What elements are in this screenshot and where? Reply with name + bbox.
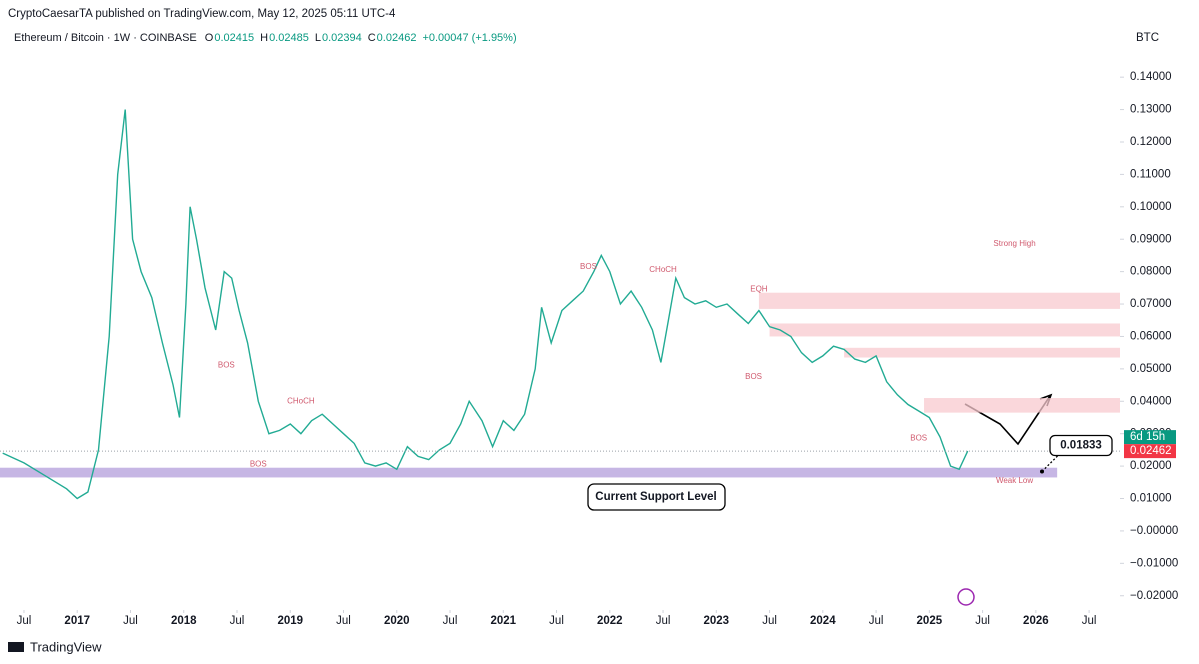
ohlc: H — [260, 32, 268, 44]
x-tick-label: Jul — [443, 615, 458, 627]
x-tick-label: Jul — [549, 615, 564, 627]
flash-icon — [957, 588, 975, 606]
annotation: CHoCH — [649, 265, 677, 274]
x-tick-label: Jul — [123, 615, 138, 627]
publisher: CryptoCaesarTA published on TradingView.… — [8, 8, 396, 20]
x-tick-label: 2022 — [597, 615, 623, 627]
x-tick-label: 2023 — [704, 615, 730, 627]
x-tick-label: 2018 — [171, 615, 197, 627]
callout-box — [1049, 434, 1113, 457]
y-tick-label: 0.05000 — [1130, 363, 1172, 375]
callout-dot — [1040, 469, 1044, 474]
y-tick-label: 0.10000 — [1130, 201, 1172, 213]
ohlc: O — [205, 32, 214, 44]
countdown: 6d 15h — [1130, 431, 1165, 443]
callout-label: 0.01833 — [1060, 440, 1102, 452]
annotation: BOS — [218, 361, 235, 370]
annotation: EQH — [750, 285, 768, 294]
resistance-zone — [769, 323, 1120, 337]
y-tick-label: 0.02000 — [1130, 460, 1172, 472]
annotation: BOS — [910, 434, 927, 443]
support-label: Current Support Level — [595, 491, 716, 503]
x-tick-label: Jul — [230, 615, 245, 627]
annotation: BOS — [250, 460, 267, 469]
y-tick-label: 0.13000 — [1130, 104, 1172, 116]
ohlc: L — [315, 32, 321, 44]
y-tick-label: 0.09000 — [1130, 233, 1172, 245]
x-tick-label: 2026 — [1023, 615, 1049, 627]
y-tick-label: 0.01000 — [1130, 493, 1172, 505]
projection-arrow — [964, 395, 1051, 446]
y-tick-label: 0.08000 — [1130, 266, 1172, 278]
y-tick-label: −0.00000 — [1130, 525, 1178, 537]
x-tick-label: Jul — [656, 615, 671, 627]
x-tick-label: Jul — [762, 615, 777, 627]
x-tick-label: 2019 — [277, 615, 303, 627]
price-line — [2, 109, 969, 500]
y-tick-label: 0.11000 — [1130, 168, 1171, 180]
y-tick-label: 0.12000 — [1130, 136, 1172, 148]
price-tag — [1124, 444, 1176, 459]
annotation: BOS — [745, 372, 762, 381]
ohlc: 0.02485 — [269, 32, 309, 44]
x-tick-label: Jul — [336, 615, 351, 627]
ohlc: 0.02415 — [214, 32, 254, 44]
x-tick-label: 2024 — [810, 615, 836, 627]
x-tick-label: 2025 — [917, 615, 943, 627]
countdown-tag — [1124, 430, 1176, 445]
x-tick-label: 2020 — [384, 615, 410, 627]
annotation: BOS — [580, 262, 597, 271]
support-zone — [0, 467, 1058, 478]
x-tick-label: Jul — [975, 615, 990, 627]
currency: BTC — [1136, 32, 1159, 44]
x-tick-label: Jul — [869, 615, 884, 627]
x-tick-label: 2021 — [490, 615, 516, 627]
resistance-zone — [924, 398, 1120, 413]
x-tick-label: Jul — [1082, 615, 1097, 627]
price-tag-label: 0.02462 — [1130, 445, 1172, 457]
y-tick-label: 0.07000 — [1130, 298, 1172, 310]
brand: TradingView — [30, 639, 102, 654]
annotation: Strong High — [993, 239, 1035, 248]
annotation: Weak Low — [996, 476, 1033, 485]
brand-logo — [8, 642, 24, 652]
ohlc: 0.02462 — [377, 32, 417, 44]
ohlc: C — [368, 32, 376, 44]
resistance-zone — [758, 292, 1120, 309]
y-tick-label: 0.06000 — [1130, 330, 1172, 342]
x-tick-label: Jul — [17, 615, 32, 627]
x-tick-label: 2017 — [64, 615, 90, 627]
y-tick-label: 0.04000 — [1130, 395, 1172, 407]
y-tick-label: −0.01000 — [1130, 557, 1178, 569]
y-tick-label: 0.14000 — [1130, 71, 1172, 83]
y-tick-label: −0.02000 — [1130, 590, 1178, 602]
ohlc: 0.02394 — [322, 32, 362, 44]
symbol: Ethereum / Bitcoin · 1W · COINBASE — [14, 32, 197, 44]
ohlc: +0.00047 (+1.95%) — [422, 32, 516, 44]
annotation: CHoCH — [287, 396, 315, 405]
resistance-zone — [844, 347, 1120, 358]
support-label-box — [587, 483, 726, 511]
